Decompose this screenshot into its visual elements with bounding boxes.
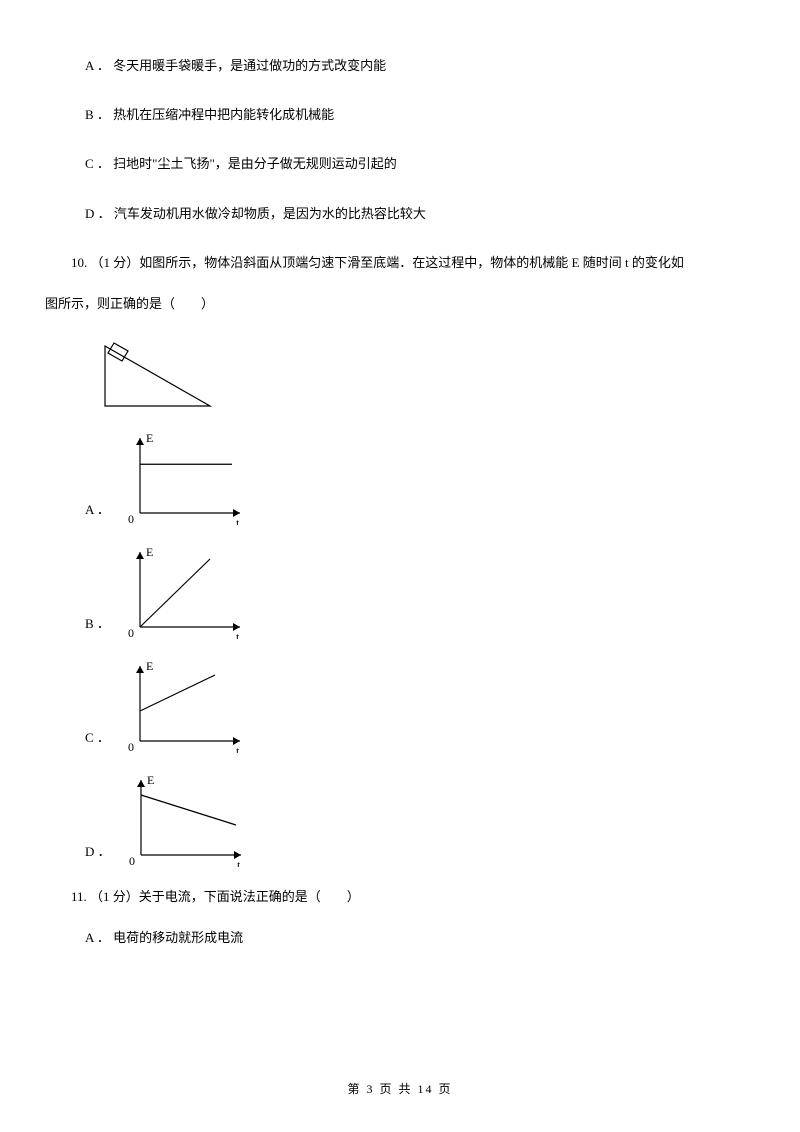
- opt-a-text: A ． 冬天用暖手袋暖手，是通过做功的方式改变内能: [85, 58, 386, 73]
- q11-body: 关于电流，下面说法正确的是（ ）: [139, 889, 360, 904]
- q10-incline-figure: [100, 331, 755, 411]
- q10-text2: 图所示，则正确的是（ ）: [45, 288, 755, 319]
- q10-opt-d-row: D ． Et 0: [85, 767, 755, 867]
- svg-text:0: 0: [129, 854, 135, 867]
- q10-opt-c-row: C ． Et 0: [85, 653, 755, 753]
- graph-c: Et 0: [120, 653, 260, 753]
- graph-a: Et 0: [120, 425, 260, 525]
- svg-text:E: E: [146, 545, 153, 559]
- q11-opt-a: A ． 电荷的移动就形成电流: [85, 922, 755, 953]
- q-opt-a: A ． 冬天用暖手袋暖手，是通过做功的方式改变内能: [85, 50, 755, 81]
- q10-opt-b-row: B ． Et 0: [85, 539, 755, 639]
- svg-text:E: E: [146, 659, 153, 673]
- opt-d-text: D ． 汽车发动机用水做冷却物质，是因为水的比热容比较大: [85, 206, 426, 221]
- svg-text:0: 0: [128, 626, 134, 639]
- svg-text:t: t: [236, 744, 240, 753]
- q10-number: 10.: [71, 255, 91, 270]
- q10-body: 如图所示，物体沿斜面从顶端匀速下滑至底端．在这过程中，物体的机械能 E 随时间 …: [139, 255, 684, 270]
- q10-marks: （1 分）: [91, 255, 140, 270]
- incline-svg: [100, 331, 220, 411]
- svg-text:E: E: [147, 773, 154, 787]
- q10-text: 10. （1 分）如图所示，物体沿斜面从顶端匀速下滑至底端．在这过程中，物体的机…: [45, 247, 755, 278]
- q11-text: 11. （1 分）关于电流，下面说法正确的是（ ）: [45, 881, 755, 912]
- graph-d: Et 0: [121, 767, 261, 867]
- svg-text:E: E: [146, 431, 153, 445]
- q-opt-d: D ． 汽车发动机用水做冷却物质，是因为水的比热容比较大: [85, 198, 755, 229]
- q11-marks: （1 分）: [90, 889, 139, 904]
- q10-opt-d-label: D ．: [85, 836, 111, 867]
- svg-text:0: 0: [128, 512, 134, 525]
- q10-opt-b-label: B ．: [85, 608, 110, 639]
- svg-text:t: t: [236, 516, 240, 525]
- svg-text:t: t: [237, 858, 241, 867]
- graph-b: Et 0: [120, 539, 260, 639]
- svg-text:0: 0: [128, 740, 134, 753]
- q-opt-c: C ． 扫地时"尘土飞扬"，是由分子做无规则运动引起的: [85, 148, 755, 179]
- page-footer: 第 3 页 共 14 页: [0, 1075, 800, 1104]
- opt-b-text: B ． 热机在压缩冲程中把内能转化成机械能: [85, 107, 334, 122]
- q10-opt-a-label: A ．: [85, 494, 110, 525]
- q11-opt-a-text: A ． 电荷的移动就形成电流: [85, 930, 243, 945]
- q-opt-b: B ． 热机在压缩冲程中把内能转化成机械能: [85, 99, 755, 130]
- q11-number: 11.: [71, 889, 90, 904]
- svg-text:t: t: [236, 630, 240, 639]
- q10-opt-a-row: A ． Et 0: [85, 425, 755, 525]
- opt-c-text: C ． 扫地时"尘土飞扬"，是由分子做无规则运动引起的: [85, 156, 397, 171]
- q10-opt-c-label: C ．: [85, 722, 110, 753]
